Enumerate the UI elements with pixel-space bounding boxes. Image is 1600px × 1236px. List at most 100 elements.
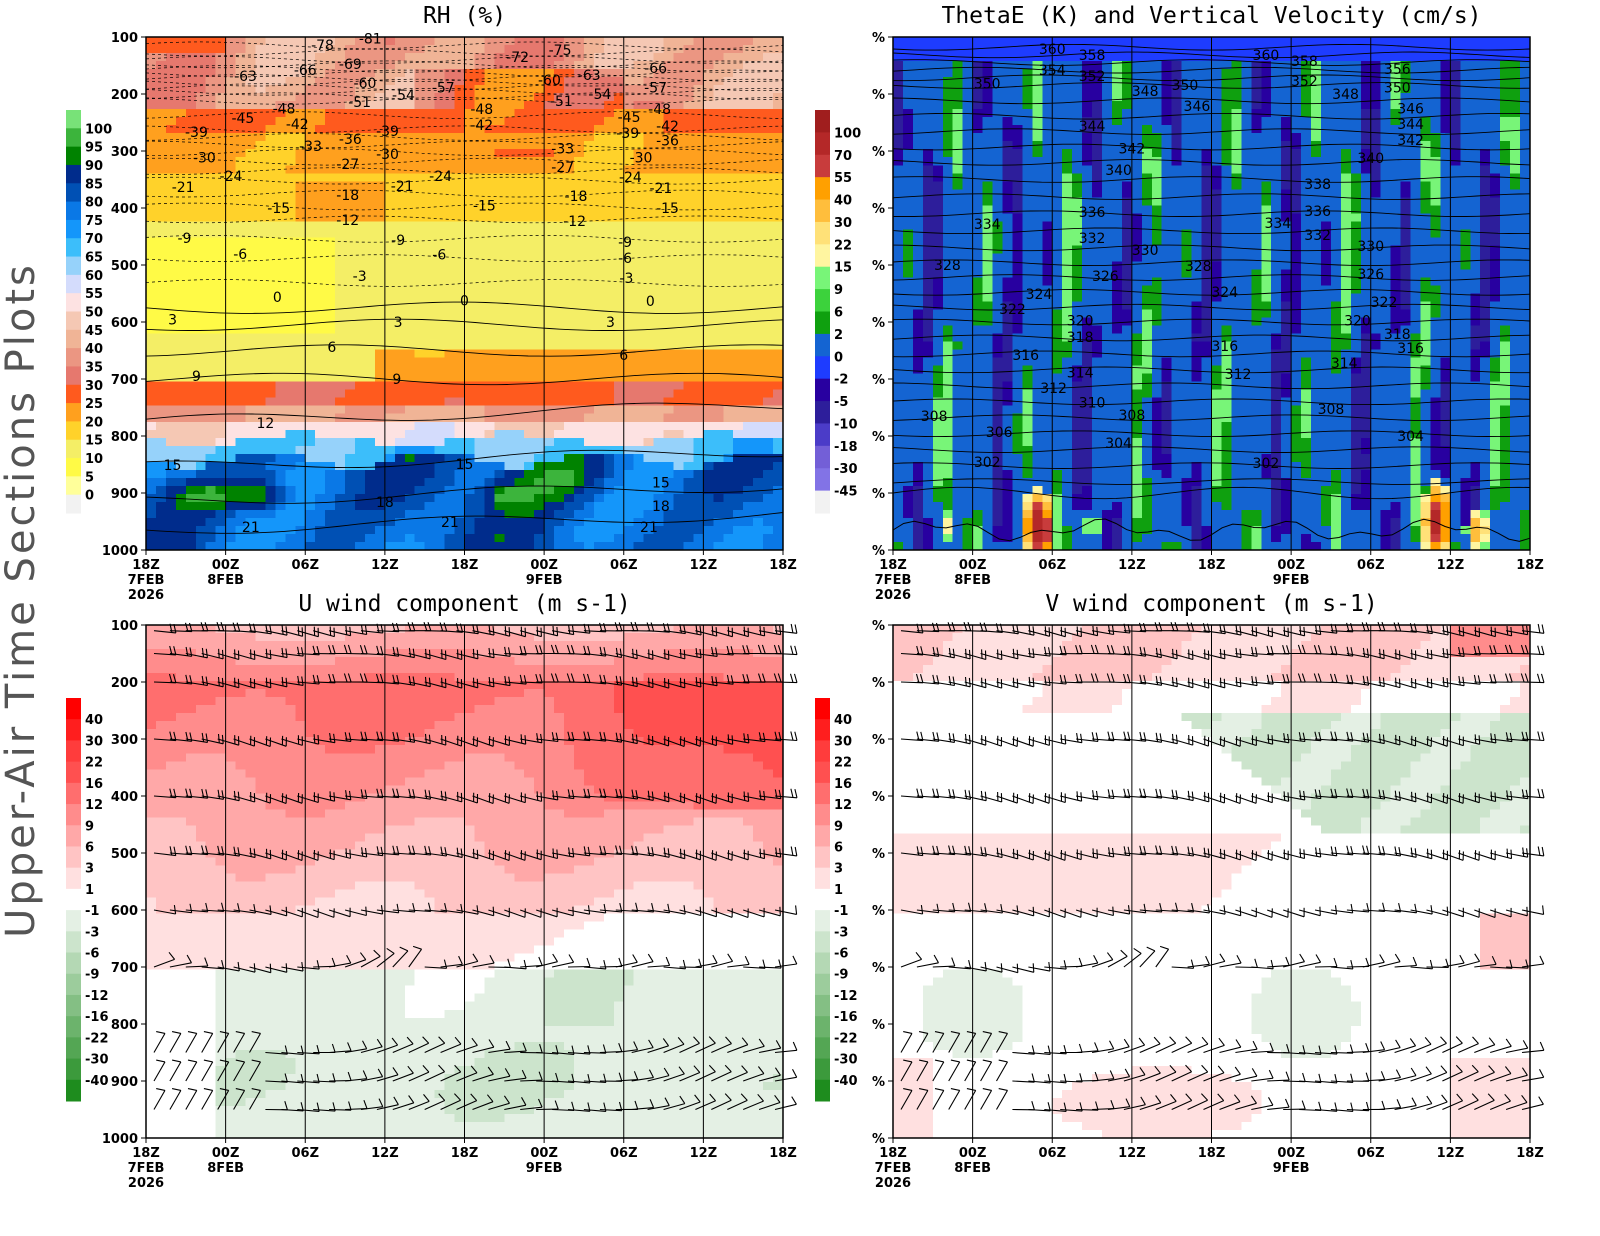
field-cell xyxy=(195,413,207,423)
field-cell xyxy=(583,133,595,142)
field-cell xyxy=(424,541,436,551)
field-cell xyxy=(345,277,356,287)
field-cell xyxy=(185,501,197,511)
field-cell xyxy=(494,421,505,431)
field-cell xyxy=(633,317,645,327)
field-cell xyxy=(265,445,276,455)
field-cell xyxy=(653,349,665,359)
field-cell xyxy=(613,453,625,463)
field-cell xyxy=(265,325,276,335)
field-cell xyxy=(355,317,366,327)
field-cell xyxy=(1062,85,1073,94)
field-cell xyxy=(534,45,545,54)
field-cell xyxy=(683,77,695,86)
field-cell xyxy=(564,453,575,463)
field-cell xyxy=(454,149,466,158)
contour-label: -63 xyxy=(578,68,601,84)
field-cell xyxy=(683,501,695,511)
field-cell xyxy=(1470,37,1481,46)
field-cell xyxy=(265,341,276,351)
colorbar-swatch xyxy=(66,384,81,404)
field-cell xyxy=(464,141,476,150)
field-cell xyxy=(633,341,645,351)
field-cell xyxy=(753,349,764,359)
field-cell xyxy=(315,229,326,238)
field-cell xyxy=(265,109,276,118)
field-cell xyxy=(394,149,406,158)
field-cell xyxy=(1211,117,1223,126)
field-cell xyxy=(623,125,635,134)
field-cell xyxy=(524,405,535,415)
field-cell xyxy=(424,285,436,295)
field-cell xyxy=(1500,101,1511,110)
field-cell xyxy=(205,133,217,142)
field-cell xyxy=(593,237,605,247)
field-cell xyxy=(703,309,714,319)
field-cell xyxy=(723,333,734,343)
field-cell xyxy=(315,61,326,70)
field-cell xyxy=(733,453,744,463)
field-cell xyxy=(524,77,535,86)
field-cell xyxy=(155,69,167,78)
field-cell xyxy=(494,341,505,351)
field-cell xyxy=(1121,61,1133,70)
field-cell xyxy=(404,469,416,479)
field-cell xyxy=(1121,45,1133,54)
field-cell xyxy=(235,533,247,543)
field-cell xyxy=(733,429,744,439)
field-cell xyxy=(763,493,774,503)
field-cell xyxy=(673,381,685,391)
field-cell xyxy=(255,229,267,238)
field-cell xyxy=(295,261,306,271)
field-cell xyxy=(434,125,446,134)
field-cell xyxy=(1221,77,1232,86)
field-cell xyxy=(335,437,346,447)
field-cell xyxy=(265,413,276,423)
field-cell xyxy=(295,509,306,519)
field-cell xyxy=(315,53,326,62)
field-cell xyxy=(315,389,326,399)
field-cell xyxy=(255,541,267,551)
colorbar-label: 50 xyxy=(85,306,103,321)
field-cell xyxy=(175,381,187,391)
field-cell xyxy=(394,477,406,487)
field-cell xyxy=(504,437,515,447)
field-cell xyxy=(315,197,326,206)
field-cell xyxy=(235,93,247,102)
field-cell xyxy=(245,509,257,519)
field-cell xyxy=(653,93,665,102)
field-cell xyxy=(185,237,197,247)
field-cell xyxy=(1251,69,1262,78)
field-cell xyxy=(225,261,237,271)
field-cell xyxy=(355,237,366,247)
field-cell xyxy=(514,389,525,399)
field-cell xyxy=(374,213,386,222)
field-cell xyxy=(564,69,575,78)
field-cell xyxy=(345,501,356,511)
field-cell xyxy=(683,181,695,190)
field-cell xyxy=(165,285,177,295)
field-cell xyxy=(146,45,157,54)
field-cell xyxy=(474,221,485,230)
field-cell xyxy=(603,333,615,343)
field-cell xyxy=(484,229,495,238)
field-cell xyxy=(195,77,207,86)
field-cell xyxy=(673,365,685,375)
field-cell xyxy=(185,85,197,94)
field-cell xyxy=(583,221,595,230)
field-cell xyxy=(185,165,197,174)
colorbar-label: 85 xyxy=(85,177,103,192)
field-cell xyxy=(474,461,485,471)
field-cell xyxy=(215,149,227,158)
field-cell xyxy=(315,101,326,110)
field-cell xyxy=(305,157,316,166)
field-cell xyxy=(733,205,744,214)
field-cell xyxy=(1251,37,1262,46)
field-cell xyxy=(603,253,615,263)
field-cell xyxy=(235,213,247,222)
field-cell xyxy=(355,341,366,351)
field-cell xyxy=(703,77,714,86)
field-cell xyxy=(175,533,187,543)
field-cell xyxy=(305,285,316,295)
field-cell xyxy=(713,365,724,375)
